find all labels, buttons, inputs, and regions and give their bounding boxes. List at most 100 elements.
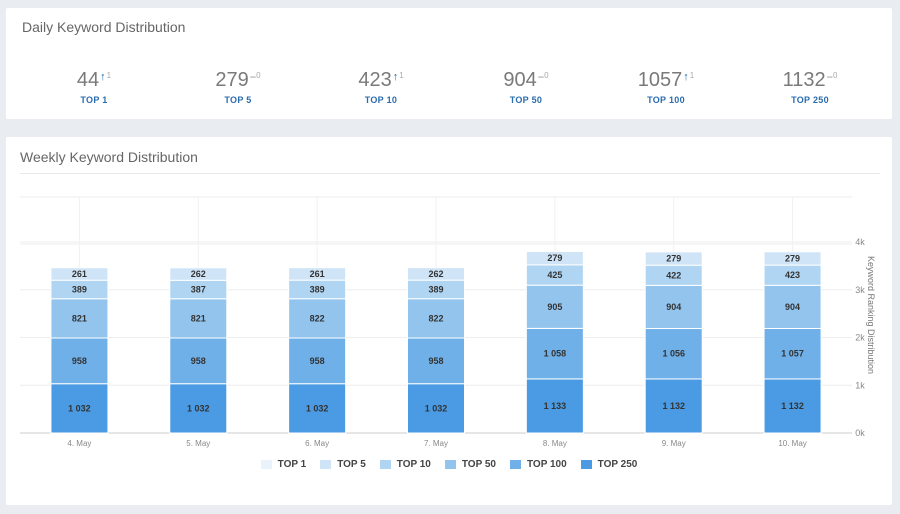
data-label: 425 bbox=[547, 270, 562, 280]
bar-segment bbox=[525, 327, 584, 380]
data-label: 389 bbox=[72, 284, 87, 294]
stat-value: 904 bbox=[503, 69, 537, 91]
data-label: 1 056 bbox=[662, 349, 685, 359]
bar-segment bbox=[50, 267, 109, 281]
stat-label[interactable]: TOP 1 bbox=[80, 95, 108, 105]
trend-up-icon: ↑ bbox=[683, 71, 689, 83]
y-tick-label: 2k bbox=[855, 333, 865, 343]
data-label: 904 bbox=[785, 302, 800, 312]
data-label: 1 032 bbox=[306, 403, 329, 413]
data-label: 262 bbox=[428, 269, 443, 279]
data-label: 1 058 bbox=[544, 349, 567, 359]
bar-segment bbox=[763, 378, 822, 434]
bar-segment bbox=[407, 298, 465, 339]
x-tick-label: 4. May bbox=[67, 439, 91, 448]
stat-top-100: 1057↑1 TOP 100 bbox=[591, 65, 741, 105]
data-label: 958 bbox=[72, 356, 87, 366]
y-tick-label: 4k bbox=[855, 237, 865, 247]
legend-item[interactable]: TOP 100 bbox=[509, 459, 567, 470]
data-label: 387 bbox=[191, 285, 206, 295]
trend-up-icon: ↑ bbox=[392, 71, 399, 83]
data-label: 958 bbox=[310, 356, 325, 366]
data-label: 262 bbox=[191, 269, 206, 279]
stat-delta: 0 bbox=[256, 71, 261, 80]
data-label: 1 032 bbox=[425, 403, 448, 413]
stat-top-50: 904--0 TOP 50 bbox=[451, 65, 601, 105]
stat-label[interactable]: TOP 100 bbox=[647, 95, 685, 105]
stat-delta: 1 bbox=[106, 71, 112, 80]
stat-label[interactable]: TOP 50 bbox=[509, 95, 543, 105]
legend-item[interactable]: TOP 10 bbox=[379, 459, 431, 470]
legend-item[interactable]: TOP 5 bbox=[320, 459, 366, 470]
stat-value: 1057 bbox=[637, 69, 683, 91]
data-label: 822 bbox=[310, 313, 325, 323]
legend-swatch bbox=[580, 460, 592, 469]
data-label: 1 032 bbox=[68, 403, 91, 413]
bar-segment bbox=[763, 327, 822, 380]
data-label: 389 bbox=[310, 284, 325, 294]
legend-label: TOP 250 bbox=[597, 459, 638, 470]
bar-segment bbox=[288, 267, 347, 281]
legend-label: TOP 50 bbox=[461, 459, 496, 470]
data-label: 958 bbox=[191, 356, 206, 366]
bar-segment bbox=[644, 328, 703, 380]
bar-segment bbox=[407, 337, 465, 385]
trend-flat-icon: -- bbox=[826, 71, 833, 83]
bar-segment bbox=[644, 378, 703, 434]
legend-item[interactable]: TOP 250 bbox=[580, 459, 638, 470]
data-label: 261 bbox=[72, 269, 87, 279]
bar-segment bbox=[50, 383, 109, 434]
daily-distribution-card: Daily Keyword Distribution 44↑1 TOP 1 27… bbox=[6, 8, 892, 119]
data-label: 423 bbox=[785, 270, 800, 280]
legend-swatch bbox=[509, 460, 521, 469]
bar-segment bbox=[169, 383, 228, 434]
data-label: 905 bbox=[547, 302, 562, 312]
data-label: 389 bbox=[428, 284, 443, 294]
legend-swatch bbox=[379, 460, 391, 469]
data-label: 822 bbox=[428, 313, 443, 323]
x-tick-label: 10. May bbox=[778, 439, 806, 448]
stat-value: 423 bbox=[358, 69, 392, 91]
legend-swatch bbox=[444, 460, 456, 469]
bar-segment bbox=[288, 337, 347, 385]
x-tick-label: 8. May bbox=[543, 439, 567, 448]
bar-segment bbox=[407, 383, 465, 434]
data-label: 1 057 bbox=[781, 349, 804, 359]
bar-segment bbox=[407, 267, 465, 281]
bar-segment bbox=[644, 284, 703, 330]
bar-segment bbox=[525, 378, 584, 434]
trend-up-icon: ↑ bbox=[100, 71, 106, 83]
bar-segment bbox=[169, 267, 228, 281]
stat-value: 279 bbox=[215, 69, 249, 91]
stat-delta: 1 bbox=[399, 71, 404, 80]
stat-label[interactable]: TOP 10 bbox=[364, 95, 398, 105]
data-label: 821 bbox=[72, 313, 87, 323]
bar-segment bbox=[288, 383, 347, 434]
data-label: 279 bbox=[785, 253, 800, 263]
legend-swatch bbox=[260, 460, 272, 469]
legend-label: TOP 5 bbox=[337, 459, 366, 470]
bar-segment bbox=[525, 284, 584, 329]
legend-item[interactable]: TOP 50 bbox=[444, 459, 496, 470]
x-tick-label: 5. May bbox=[186, 439, 210, 448]
legend-item[interactable]: TOP 1 bbox=[260, 459, 306, 470]
stat-top-1: 44↑1 TOP 1 bbox=[19, 65, 169, 105]
data-label: 261 bbox=[310, 269, 325, 279]
y-tick-label: 1k bbox=[855, 380, 865, 390]
stat-label[interactable]: TOP 5 bbox=[224, 95, 252, 105]
data-label: 1 132 bbox=[781, 401, 804, 411]
data-label: 1 032 bbox=[187, 403, 210, 413]
stat-delta: 1 bbox=[689, 71, 695, 80]
weekly-distribution-card: Weekly Keyword Distribution 0k 1k 2k 3k 4k Ke… bbox=[6, 137, 892, 505]
trend-flat-icon: -- bbox=[537, 71, 544, 83]
x-tick-label: 7. May bbox=[424, 439, 448, 448]
stat-top-10: 423↑1 TOP 10 bbox=[306, 65, 456, 105]
data-label: 1 132 bbox=[662, 401, 685, 411]
y-tick-label: 3k bbox=[855, 285, 865, 295]
stat-delta: 0 bbox=[544, 71, 549, 80]
stat-label[interactable]: TOP 250 bbox=[791, 95, 829, 105]
bar-segment bbox=[644, 251, 703, 266]
title-divider bbox=[20, 173, 880, 174]
data-label: 422 bbox=[666, 270, 681, 280]
